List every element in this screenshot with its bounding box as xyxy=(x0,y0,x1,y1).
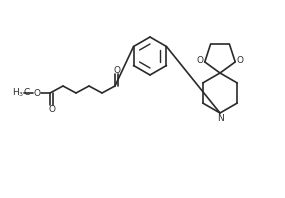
Text: O: O xyxy=(237,56,244,66)
Text: O: O xyxy=(48,105,55,113)
Text: O: O xyxy=(196,56,203,66)
Text: O: O xyxy=(113,66,120,74)
Text: N: N xyxy=(217,113,223,123)
Text: H$_3$C: H$_3$C xyxy=(12,87,31,99)
Text: O: O xyxy=(34,89,40,97)
